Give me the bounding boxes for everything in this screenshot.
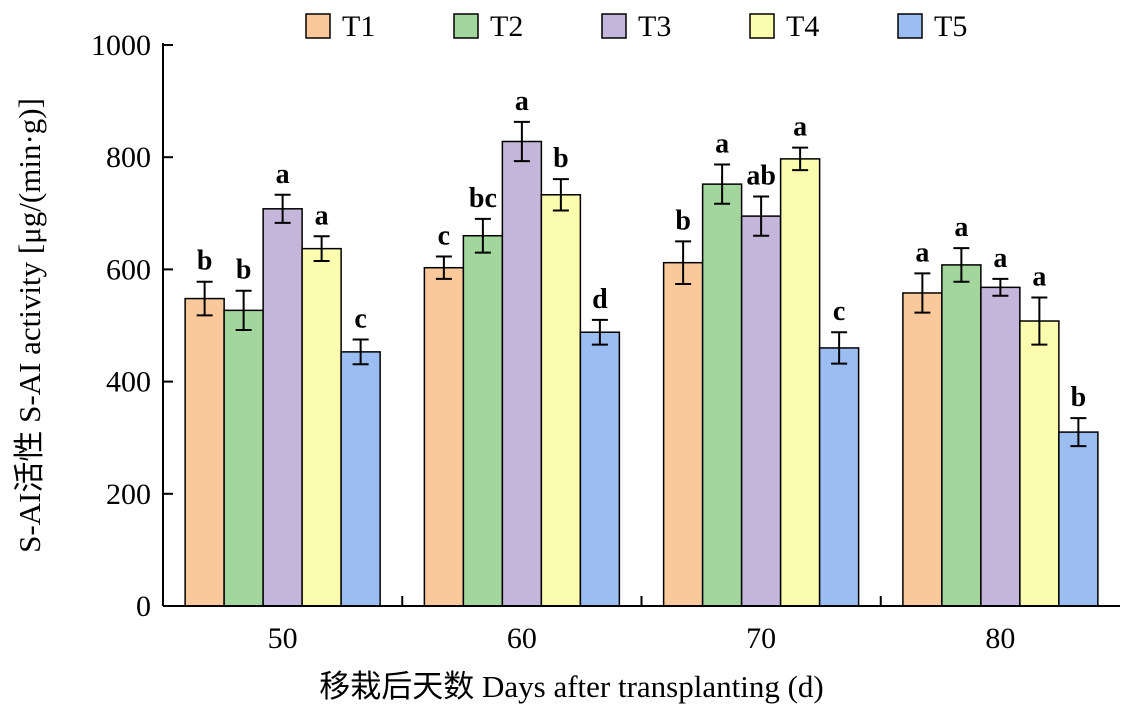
significance-letter: ab: [746, 160, 776, 191]
bar-t1-80: [902, 292, 943, 607]
significance-letter: a: [715, 128, 729, 159]
x-tick-label: 80: [985, 622, 1015, 655]
bar-t3-70: [740, 215, 782, 607]
bar-t5-70: [818, 347, 860, 607]
bar-t4-70: [779, 158, 821, 607]
legend-item-t4: T4: [749, 10, 819, 43]
significance-letter: b: [236, 255, 252, 286]
significance-letter: bc: [469, 183, 497, 214]
significance-letter: b: [675, 205, 691, 236]
bar-t3-50: [262, 208, 303, 607]
x-tick-label: 70: [746, 622, 776, 655]
significance-letter: a: [515, 86, 529, 117]
significance-letter: a: [954, 212, 968, 243]
y-tick-label: 0: [136, 590, 151, 623]
significance-letter: b: [553, 143, 569, 174]
legend-label: T2: [490, 10, 523, 43]
significance-letter: b: [1071, 382, 1087, 413]
legend-item-t5: T5: [897, 10, 967, 43]
legend-item-t3: T3: [601, 10, 671, 43]
bar-t1-70: [662, 261, 704, 607]
axes-layer: 0 200 400 600 800 1000 50 60 70 80: [91, 29, 1120, 655]
legend: T1 T2 T3 T4 T5: [305, 10, 967, 43]
bar-t2-50: [223, 309, 264, 607]
significance-letter: c: [354, 304, 366, 335]
significance-letter: c: [833, 296, 845, 327]
y-tick-label: 800: [106, 141, 151, 174]
y-tick-label: 200: [106, 478, 151, 511]
legend-item-t1: T1: [305, 10, 375, 43]
bar-t5-60: [579, 331, 621, 607]
bar-t4-80: [1019, 320, 1060, 607]
bar-t1-60: [423, 266, 465, 607]
x-tick-label: 60: [507, 622, 537, 655]
bar-t3-80: [980, 286, 1021, 607]
bar-t2-60: [462, 234, 504, 607]
bar-t5-80: [1058, 431, 1099, 607]
legend-swatch: [453, 13, 479, 39]
significance-letter: a: [315, 200, 329, 231]
legend-item-t2: T2: [453, 10, 523, 43]
y-axis-title: S-AI活性 S-AI activity [μg/(min·g)]: [12, 98, 47, 553]
bar-t2-70: [701, 183, 743, 607]
bar-t5-50: [340, 351, 381, 607]
bar-t4-60: [540, 194, 582, 607]
bar-t3-60: [501, 140, 543, 607]
bar-t4-50: [301, 247, 342, 607]
y-tick-label: 600: [106, 253, 151, 286]
significance-letter: a: [276, 159, 290, 190]
significance-letter: a: [1032, 261, 1046, 292]
significance-letter: d: [592, 284, 608, 315]
significance-letter: b: [197, 246, 213, 277]
significance-letter: a: [793, 112, 807, 143]
legend-swatch: [305, 13, 331, 39]
legend-label: T3: [638, 10, 671, 43]
legend-swatch: [601, 13, 627, 39]
legend-swatch: [897, 13, 923, 39]
significance-letter: c: [438, 220, 450, 251]
legend-swatch: [749, 13, 775, 39]
y-tick-label: 1000: [91, 29, 151, 62]
bar-t2-80: [941, 264, 982, 607]
x-axis-title: 移栽后天数 Days after transplanting (d): [319, 669, 824, 704]
significance-letter: a: [993, 243, 1007, 274]
significance-letter: a: [915, 237, 929, 268]
x-tick-label: 50: [268, 622, 298, 655]
legend-label: T4: [786, 10, 819, 43]
legend-label: T1: [342, 10, 375, 43]
y-tick-label: 400: [106, 366, 151, 399]
bar-t1-50: [184, 297, 225, 607]
legend-label: T5: [934, 10, 967, 43]
